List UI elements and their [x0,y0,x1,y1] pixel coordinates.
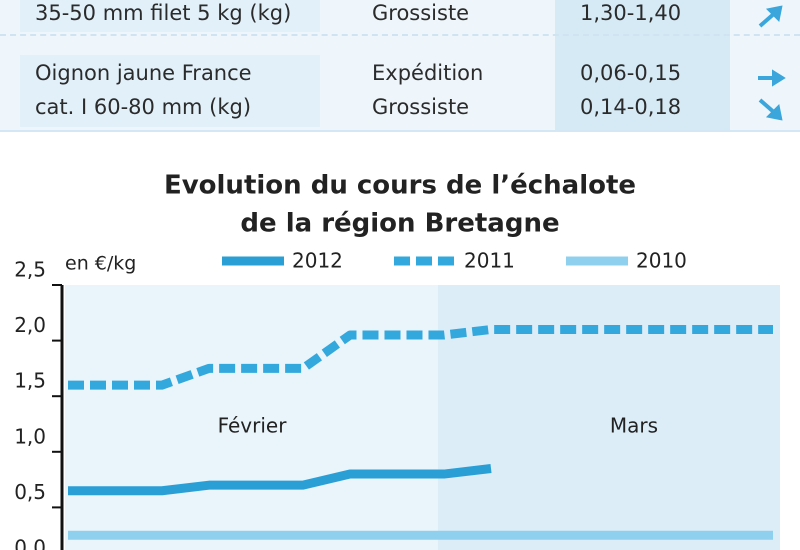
trend-icons [758,5,786,121]
price: 0,14-0,18 [580,95,682,119]
chart-title: de la région Bretagne [240,209,559,239]
y-tick-label: 0,0 [14,536,46,550]
series-line [68,464,492,496]
market: Expédition [372,61,484,85]
y-tick-label: 2,5 [14,258,46,282]
month-label: Mars [610,414,658,438]
legend-label: 2012 [292,249,343,273]
product: 35-50 mm filet 5 kg (kg) [35,1,292,25]
product: Oignon jaune France [35,61,252,85]
market: Grossiste [372,1,470,25]
arrow-head [765,103,783,121]
series-line [68,324,773,390]
month-label: Février [218,414,288,438]
price-table: 35-50 mm filet 5 kg (kg) Grossiste 1,30-… [0,0,800,132]
row-bg [20,0,320,32]
legend-label: 2011 [464,249,515,273]
y-tick-label: 1,0 [14,424,46,448]
legend-label: 2010 [636,249,687,273]
market: Grossiste [372,95,470,119]
chart-title: Evolution du cours de l’échalote [164,171,636,201]
y-axis-label: en €/kg [65,253,136,275]
month-bg [65,285,438,550]
chart: Evolution du cours de l’échalote de la r… [14,171,780,550]
product: cat. I 60-80 mm (kg) [35,95,252,119]
row-bg [20,55,320,127]
y-tick-label: 2,0 [14,313,46,337]
y-tick-label: 1,5 [14,369,46,393]
arrow-head [772,69,786,87]
price-column [555,0,730,130]
y-tick-label: 0,5 [14,480,46,504]
arrow-head [765,5,783,23]
price: 0,06-0,15 [580,61,682,85]
row-divider [0,34,800,36]
price: 1,30-1,40 [580,1,682,25]
